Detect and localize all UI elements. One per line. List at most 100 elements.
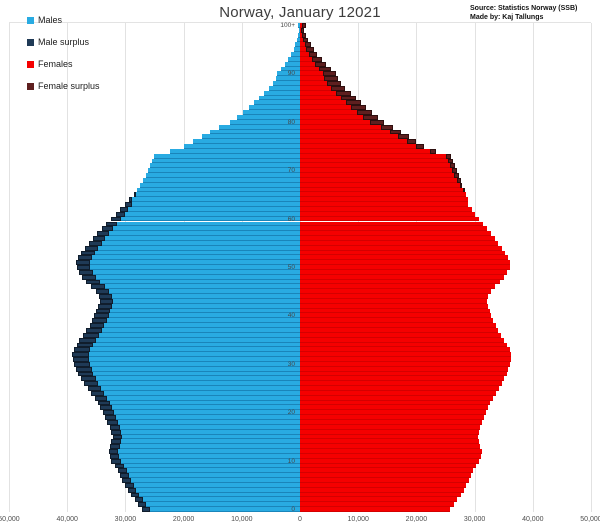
bar-male <box>148 168 300 174</box>
bar-male <box>73 357 300 362</box>
bar-female <box>300 231 492 237</box>
male-surplus-block <box>124 202 132 207</box>
bar-male <box>114 463 300 469</box>
bar-female <box>300 405 488 411</box>
bar-female <box>300 313 492 319</box>
bar-female <box>300 468 474 474</box>
female-surplus-block <box>345 100 362 106</box>
bar-male <box>201 134 300 140</box>
bar-female <box>300 444 481 450</box>
male-surplus-block <box>101 226 113 232</box>
bar-male <box>73 347 300 353</box>
bar-male <box>100 405 300 411</box>
bar-male <box>77 255 300 261</box>
bar-male <box>288 56 300 62</box>
bar-male <box>111 458 300 464</box>
bar-male <box>105 415 300 420</box>
legend-label: Male surplus <box>38 37 90 47</box>
x-tick-label: 30,000 <box>463 516 486 523</box>
male-surplus-block <box>81 376 96 382</box>
bar-female <box>300 381 502 387</box>
female-surplus-block <box>311 56 322 62</box>
bar-female <box>300 158 454 164</box>
bar-male <box>145 173 300 178</box>
female-surplus-block <box>324 76 338 82</box>
bar-male <box>139 182 300 188</box>
female-surplus-swatch-icon <box>27 82 34 90</box>
bar-female <box>300 371 507 377</box>
bar-male <box>258 95 300 101</box>
bar-female <box>300 187 465 193</box>
bar-male <box>138 502 300 508</box>
age-tick-label: 40 <box>287 312 295 320</box>
male-surplus-block <box>95 289 110 295</box>
bar-female <box>300 221 484 227</box>
bar-female <box>300 95 357 101</box>
male-surplus-block <box>134 497 143 503</box>
female-surplus-block <box>462 187 465 193</box>
male-surplus-block <box>133 192 136 198</box>
gridline <box>9 23 10 512</box>
bar-female <box>300 139 417 145</box>
bar-female <box>300 71 337 77</box>
bar-female <box>300 153 452 159</box>
female-surplus-block <box>429 148 436 154</box>
female-surplus-block <box>308 52 318 57</box>
age-tick-label: 80 <box>287 118 295 126</box>
female-surplus-block <box>315 61 327 67</box>
male-surplus-block <box>117 468 127 474</box>
male-surplus-block <box>112 434 122 440</box>
bar-male <box>93 313 300 319</box>
bar-male <box>102 410 300 416</box>
male-surplus-block <box>129 197 133 203</box>
x-tick-label: 40,000 <box>56 516 78 523</box>
male-surplus-block <box>131 492 140 498</box>
bar-male <box>153 153 300 159</box>
bar-female <box>300 274 505 280</box>
bar-male <box>127 487 300 493</box>
bar-male <box>82 332 300 338</box>
male-surplus-block <box>98 400 110 406</box>
bar-female <box>300 100 362 106</box>
female-surplus-block <box>407 139 417 145</box>
bar-female <box>300 110 373 115</box>
age-tick-label: 30 <box>287 360 295 368</box>
bar-female <box>300 482 467 488</box>
legend-item-males: Males <box>27 14 100 26</box>
male-surplus-block <box>95 308 111 314</box>
bar-female <box>300 284 495 290</box>
bar-female <box>300 226 488 232</box>
bar-female <box>300 265 510 270</box>
bar-female <box>300 420 483 425</box>
bar-male <box>117 468 300 474</box>
age-tick-label: 70 <box>287 167 295 175</box>
male-surplus-block <box>115 211 125 217</box>
plot-area: 0 10 20 30 40 50 60 70 80 90 100+ <box>9 22 592 513</box>
bar-male <box>111 429 300 435</box>
bar-female <box>300 294 488 299</box>
legend-item-male-surplus: Male surplus <box>27 36 100 48</box>
x-tick-label: 40,000 <box>522 516 544 523</box>
bar-male <box>86 279 300 285</box>
male-surplus-block <box>92 318 107 324</box>
bar-male <box>275 76 300 82</box>
female-surplus-block <box>301 23 307 28</box>
bar-male <box>129 197 300 203</box>
x-tick-label: 50,000 <box>580 516 600 523</box>
bar-male <box>115 211 300 217</box>
bar-male <box>277 71 300 77</box>
bar-female <box>300 269 508 275</box>
bar-female <box>300 487 464 493</box>
female-surplus-block <box>363 114 378 120</box>
male-surplus-block <box>87 386 101 391</box>
bar-male <box>254 100 300 106</box>
bar-female <box>300 216 480 222</box>
bar-female <box>300 177 461 183</box>
male-surplus-block <box>122 478 132 483</box>
gridline <box>591 23 592 512</box>
male-surplus-block <box>120 206 129 212</box>
bar-female <box>300 182 463 188</box>
male-surplus-block <box>120 473 129 479</box>
male-surplus-block <box>138 502 147 508</box>
legend-label: Males <box>38 15 63 25</box>
